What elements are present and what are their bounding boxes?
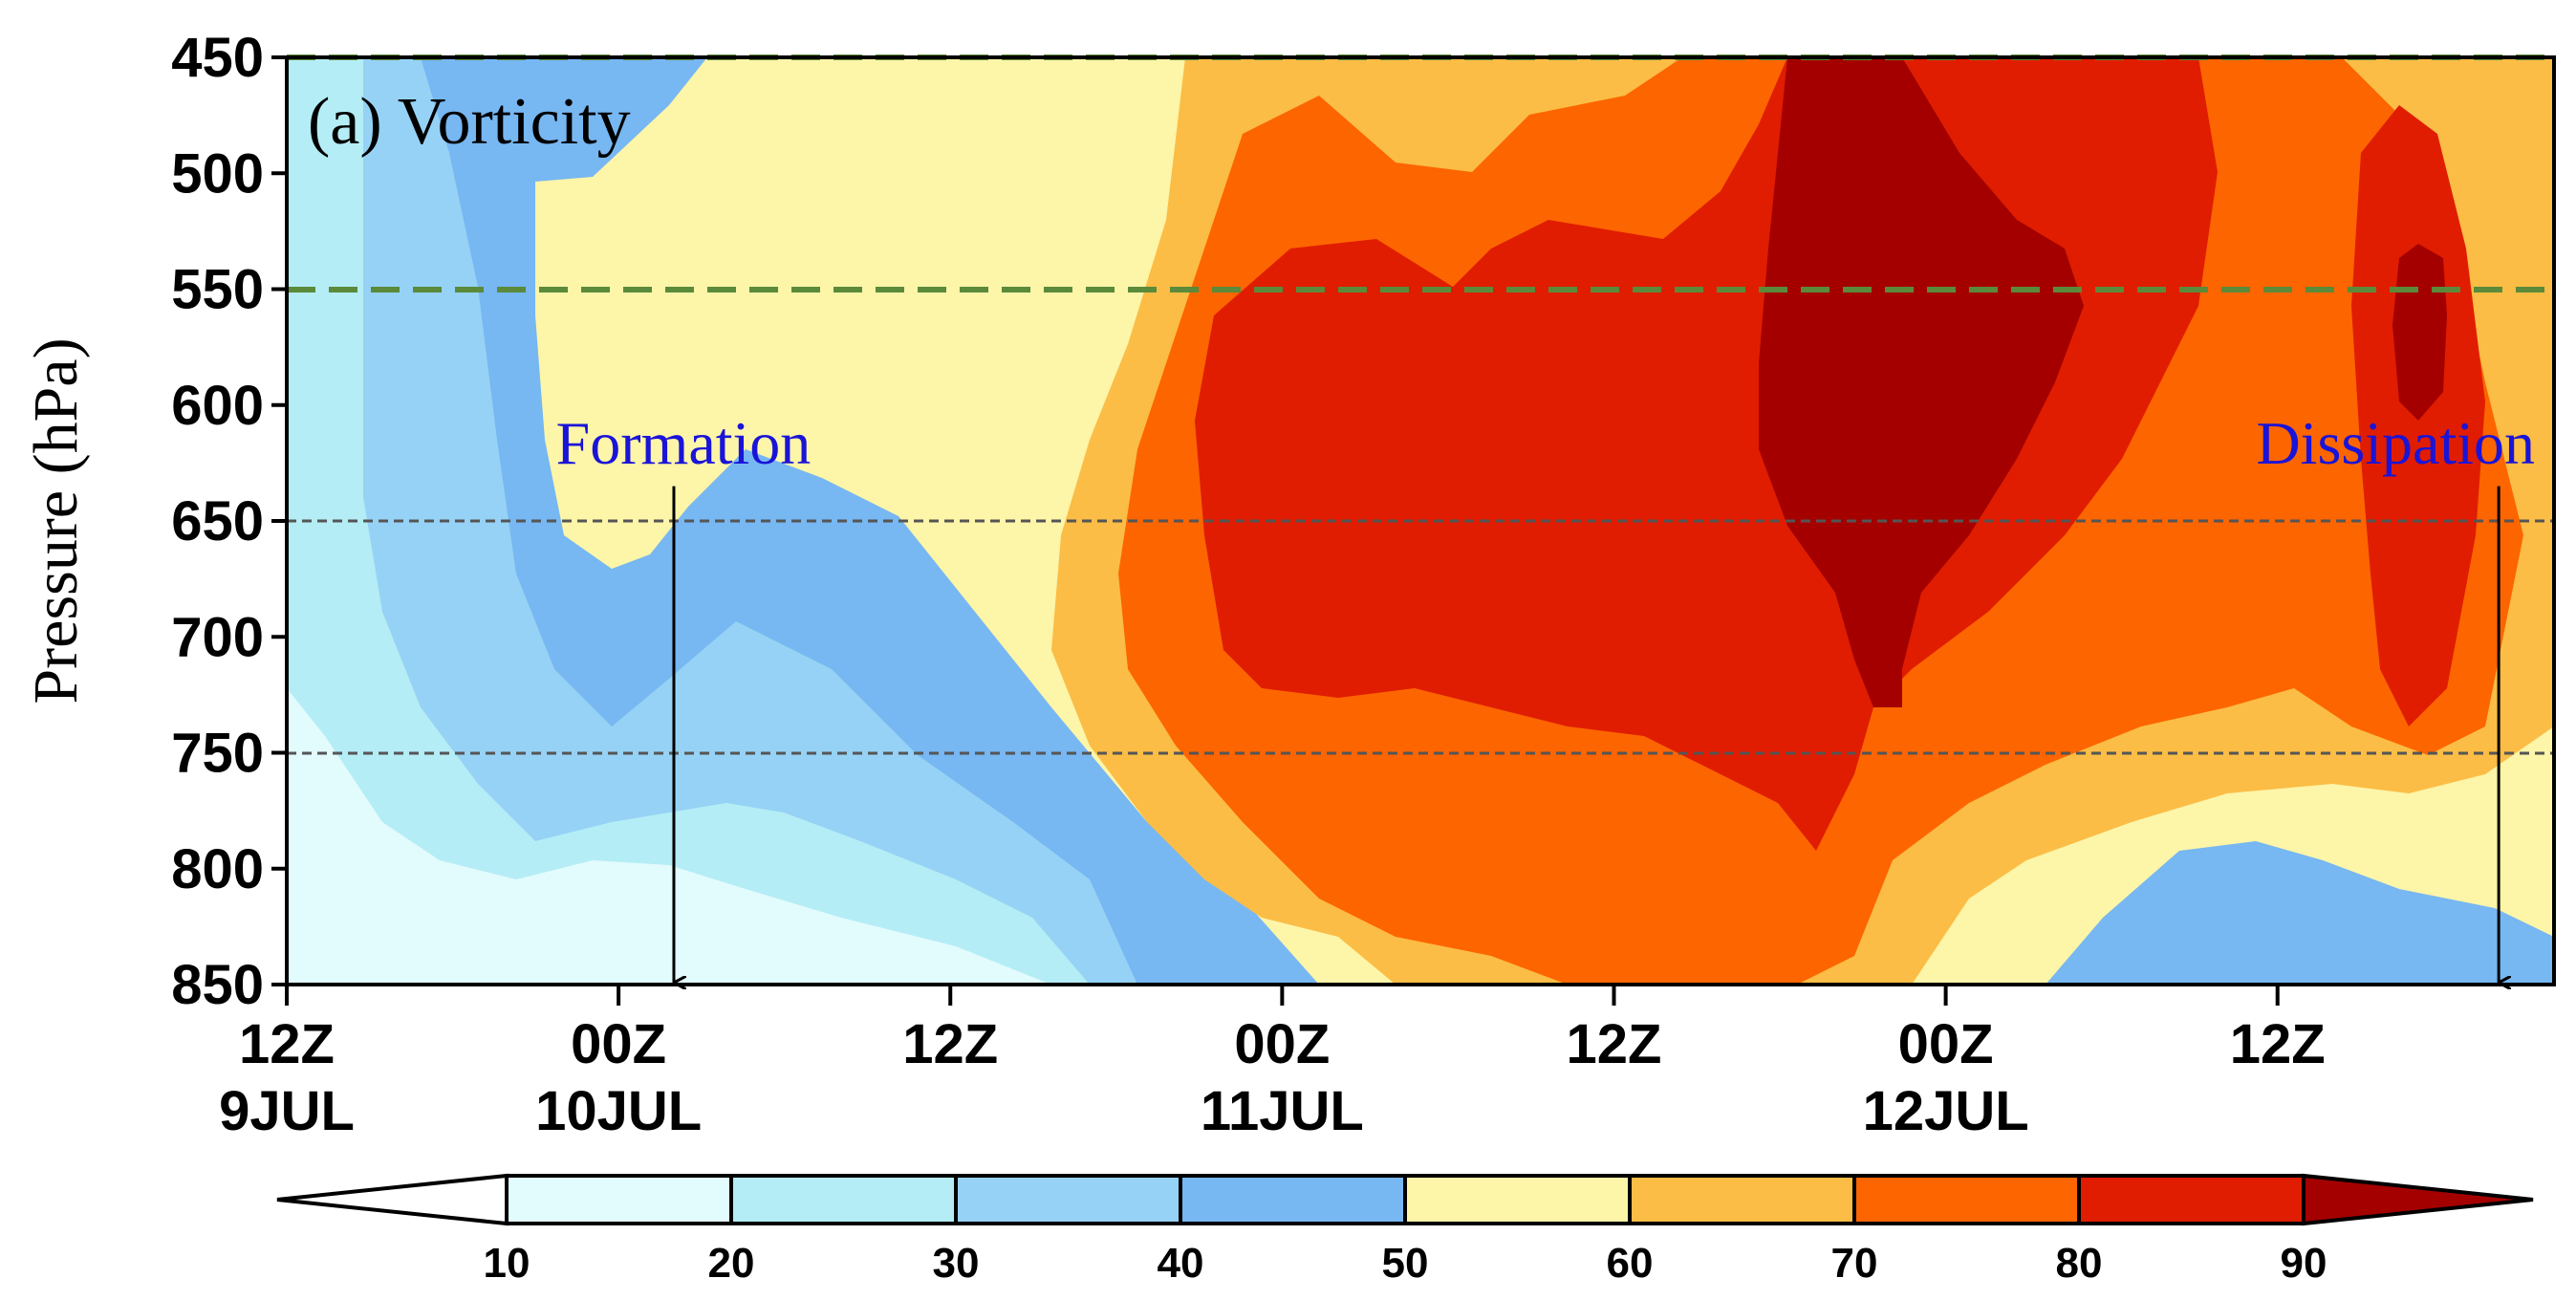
annotations: Formation Dissipation	[556, 409, 2535, 983]
colorbar-swatch	[505, 1174, 733, 1225]
colorbar-swatch	[1403, 1174, 1632, 1225]
panel-title: (a) Vorticity	[308, 85, 631, 159]
colorbar-extend-low	[276, 1173, 509, 1226]
colorbar: 10 20 30 40 50 60 70 80 90	[276, 1173, 2534, 1287]
colorbar-level-label: 40	[1158, 1240, 1204, 1287]
x-tick-label-time: 12Z	[2230, 1013, 2326, 1075]
y-tick-label: 550	[171, 259, 264, 321]
y-tick-label: 500	[171, 142, 264, 205]
band-level-9-right-core	[2392, 244, 2447, 421]
colorbar-level-label: 60	[1607, 1240, 1654, 1287]
y-tick-label: 650	[171, 490, 264, 552]
colorbar-extend-high	[2302, 1173, 2534, 1226]
band-level-5-lower-right-gap	[2046, 841, 2554, 985]
y-tick-label: 450	[171, 27, 264, 89]
colorbar-swatch	[1628, 1174, 1856, 1225]
colorbar-level-label: 70	[1831, 1240, 1878, 1287]
colorbar-swatch	[954, 1174, 1182, 1225]
colorbar-swatch	[1852, 1174, 2081, 1225]
annotation-label: Dissipation	[2256, 409, 2535, 477]
colorbar-level-label: 50	[1382, 1240, 1429, 1287]
y-tick-label: 600	[171, 375, 264, 437]
colorbar-level-label: 10	[484, 1240, 530, 1287]
y-axis-label: Pressure (hPa)	[21, 337, 91, 704]
y-tick-label: 700	[171, 606, 264, 668]
x-tick-label-date: 11JUL	[1201, 1080, 1364, 1142]
band-level-9	[1759, 57, 2084, 707]
x-tick-label-time: 00Z	[1898, 1013, 1994, 1075]
x-tick-label-time: 12Z	[1567, 1013, 1662, 1075]
colorbar-level-label: 30	[933, 1240, 980, 1287]
colorbar-swatch	[2077, 1174, 2305, 1225]
y-tick-label: 750	[171, 723, 264, 785]
y-tick-label: 850	[171, 954, 264, 1016]
colorbar-swatch	[1179, 1174, 1407, 1225]
x-tick-label-time: 12Z	[902, 1013, 998, 1075]
reference-lines	[287, 54, 2554, 755]
x-tick-label-time: 00Z	[571, 1013, 666, 1075]
y-axis: 450 500 550 600 650 700 750 800 850	[171, 27, 287, 1016]
x-tick-label-date: 10JUL	[535, 1080, 702, 1142]
annotation-label: Formation	[556, 409, 812, 477]
x-tick-label-time: 12Z	[239, 1013, 335, 1075]
x-tick-label-date: 12JUL	[1863, 1080, 2029, 1142]
x-tick-label-date: 9JUL	[219, 1080, 355, 1142]
x-tick-label-time: 00Z	[1234, 1013, 1330, 1075]
colorbar-level-label: 80	[2056, 1240, 2103, 1287]
colorbar-level-label: 20	[708, 1240, 755, 1287]
colorbar-level-label: 90	[2281, 1240, 2327, 1287]
y-tick-label: 800	[171, 838, 264, 900]
colorbar-swatch	[729, 1174, 958, 1225]
